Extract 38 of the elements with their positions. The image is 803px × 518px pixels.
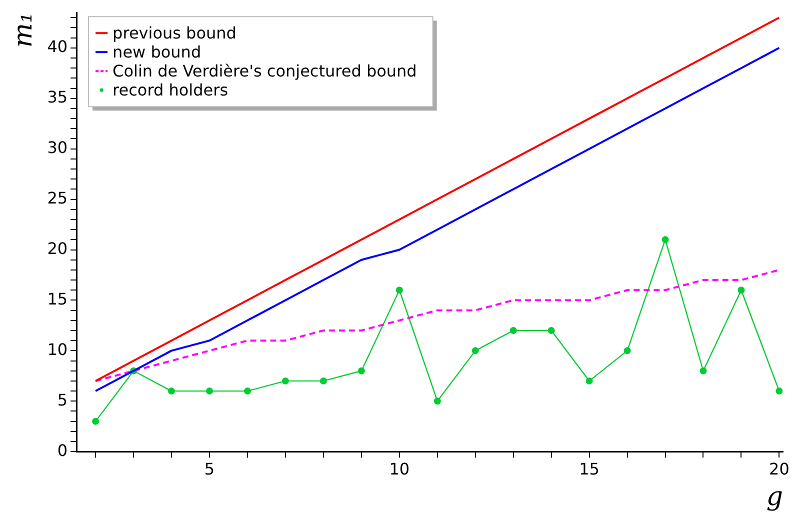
point xyxy=(358,367,365,374)
y-tick-label: 0 xyxy=(57,440,68,460)
point xyxy=(244,388,251,395)
point xyxy=(738,286,745,294)
point xyxy=(700,367,707,374)
x-axis-title: g xyxy=(766,482,783,512)
line-series xyxy=(94,268,780,382)
x-tick-label: 20 xyxy=(769,459,790,478)
y-tick-label: 30 xyxy=(47,138,68,157)
x-tick-label: 5 xyxy=(204,459,215,478)
point xyxy=(586,377,593,384)
legend-label: Colin de Verdière's conjectured bound xyxy=(112,61,417,80)
legend-label: record holders xyxy=(112,80,228,100)
x-tick-label: 10 xyxy=(389,459,410,478)
point xyxy=(434,398,441,405)
point xyxy=(92,418,100,425)
point xyxy=(396,286,403,294)
y-axis-title: m₁ xyxy=(8,12,38,48)
point xyxy=(168,388,176,395)
point xyxy=(776,388,783,395)
point xyxy=(206,388,213,395)
point xyxy=(282,377,289,384)
y-tick-label: 5 xyxy=(57,390,68,410)
point xyxy=(472,347,479,354)
y-tick-label: 10 xyxy=(47,340,68,359)
y-tick-label: 25 xyxy=(47,188,68,208)
y-tick-label: 35 xyxy=(47,88,68,107)
legend-label: previous bound xyxy=(112,23,236,42)
point xyxy=(510,326,517,334)
x-tick-label: 15 xyxy=(579,459,600,478)
point xyxy=(320,377,327,384)
y-tick-label: 15 xyxy=(47,289,68,308)
y-tick-label: 40 xyxy=(47,37,68,56)
point xyxy=(624,347,631,354)
y-tick-label: 20 xyxy=(47,238,68,258)
point xyxy=(548,326,555,334)
point xyxy=(662,236,669,244)
legend-label: new bound xyxy=(112,42,202,62)
